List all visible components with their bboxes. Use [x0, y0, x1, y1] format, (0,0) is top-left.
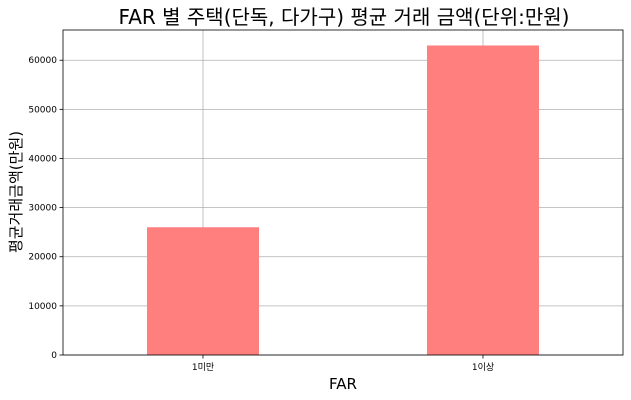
y-tick-label: 30000: [28, 204, 57, 214]
y-axis-label: 평균거래금액(만원): [7, 131, 25, 253]
chart-title: FAR 별 주택(단독, 다가구) 평균 거래 금액(단위:만원): [119, 5, 570, 29]
y-tick-label: 0: [51, 351, 57, 361]
x-tick-label: 1이상: [472, 362, 494, 373]
y-tick-label: 10000: [28, 302, 57, 312]
y-tick-label: 20000: [28, 253, 57, 263]
bar: [147, 227, 259, 355]
bars: [147, 45, 539, 355]
y-tick-label: 40000: [28, 154, 57, 164]
bar: [427, 45, 539, 355]
plot-frame: [62, 29, 624, 356]
x-tick-label: 1미만: [192, 362, 214, 373]
y-tick-label: 50000: [28, 105, 57, 115]
y-ticks: 0 10000 20000 30000 40000 50000 60000: [28, 56, 63, 361]
x-axis-label: FAR: [329, 375, 357, 393]
x-ticks: 1미만 1이상: [192, 355, 494, 373]
y-tick-label: 60000: [28, 56, 57, 66]
